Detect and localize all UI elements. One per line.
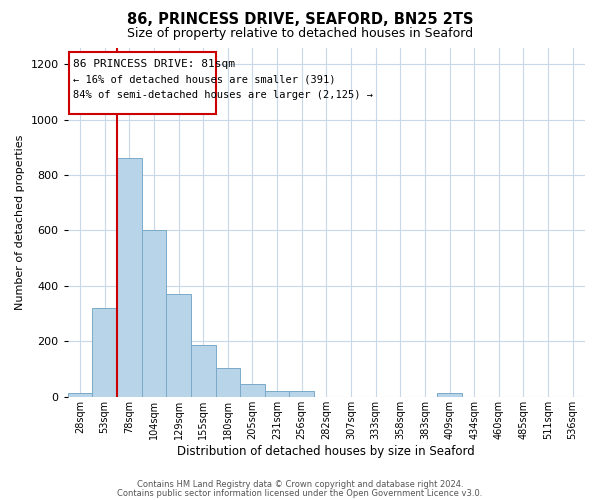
Bar bbox=[191, 345, 215, 397]
Text: 86, PRINCESS DRIVE, SEAFORD, BN25 2TS: 86, PRINCESS DRIVE, SEAFORD, BN25 2TS bbox=[127, 12, 473, 28]
Bar bbox=[437, 394, 462, 397]
Bar bbox=[289, 391, 314, 397]
Text: 84% of semi-detached houses are larger (2,125) →: 84% of semi-detached houses are larger (… bbox=[73, 90, 373, 100]
Text: Contains public sector information licensed under the Open Government Licence v3: Contains public sector information licen… bbox=[118, 488, 482, 498]
FancyBboxPatch shape bbox=[69, 52, 215, 114]
Bar bbox=[92, 308, 117, 397]
Text: Size of property relative to detached houses in Seaford: Size of property relative to detached ho… bbox=[127, 28, 473, 40]
Bar bbox=[68, 394, 92, 397]
Y-axis label: Number of detached properties: Number of detached properties bbox=[15, 134, 25, 310]
X-axis label: Distribution of detached houses by size in Seaford: Distribution of detached houses by size … bbox=[178, 444, 475, 458]
Text: Contains HM Land Registry data © Crown copyright and database right 2024.: Contains HM Land Registry data © Crown c… bbox=[137, 480, 463, 489]
Text: ← 16% of detached houses are smaller (391): ← 16% of detached houses are smaller (39… bbox=[73, 74, 335, 85]
Bar bbox=[265, 391, 289, 397]
Bar bbox=[142, 230, 166, 397]
Bar bbox=[240, 384, 265, 397]
Bar bbox=[215, 368, 240, 397]
Text: 86 PRINCESS DRIVE: 81sqm: 86 PRINCESS DRIVE: 81sqm bbox=[73, 59, 235, 69]
Bar bbox=[166, 294, 191, 397]
Bar bbox=[117, 158, 142, 397]
